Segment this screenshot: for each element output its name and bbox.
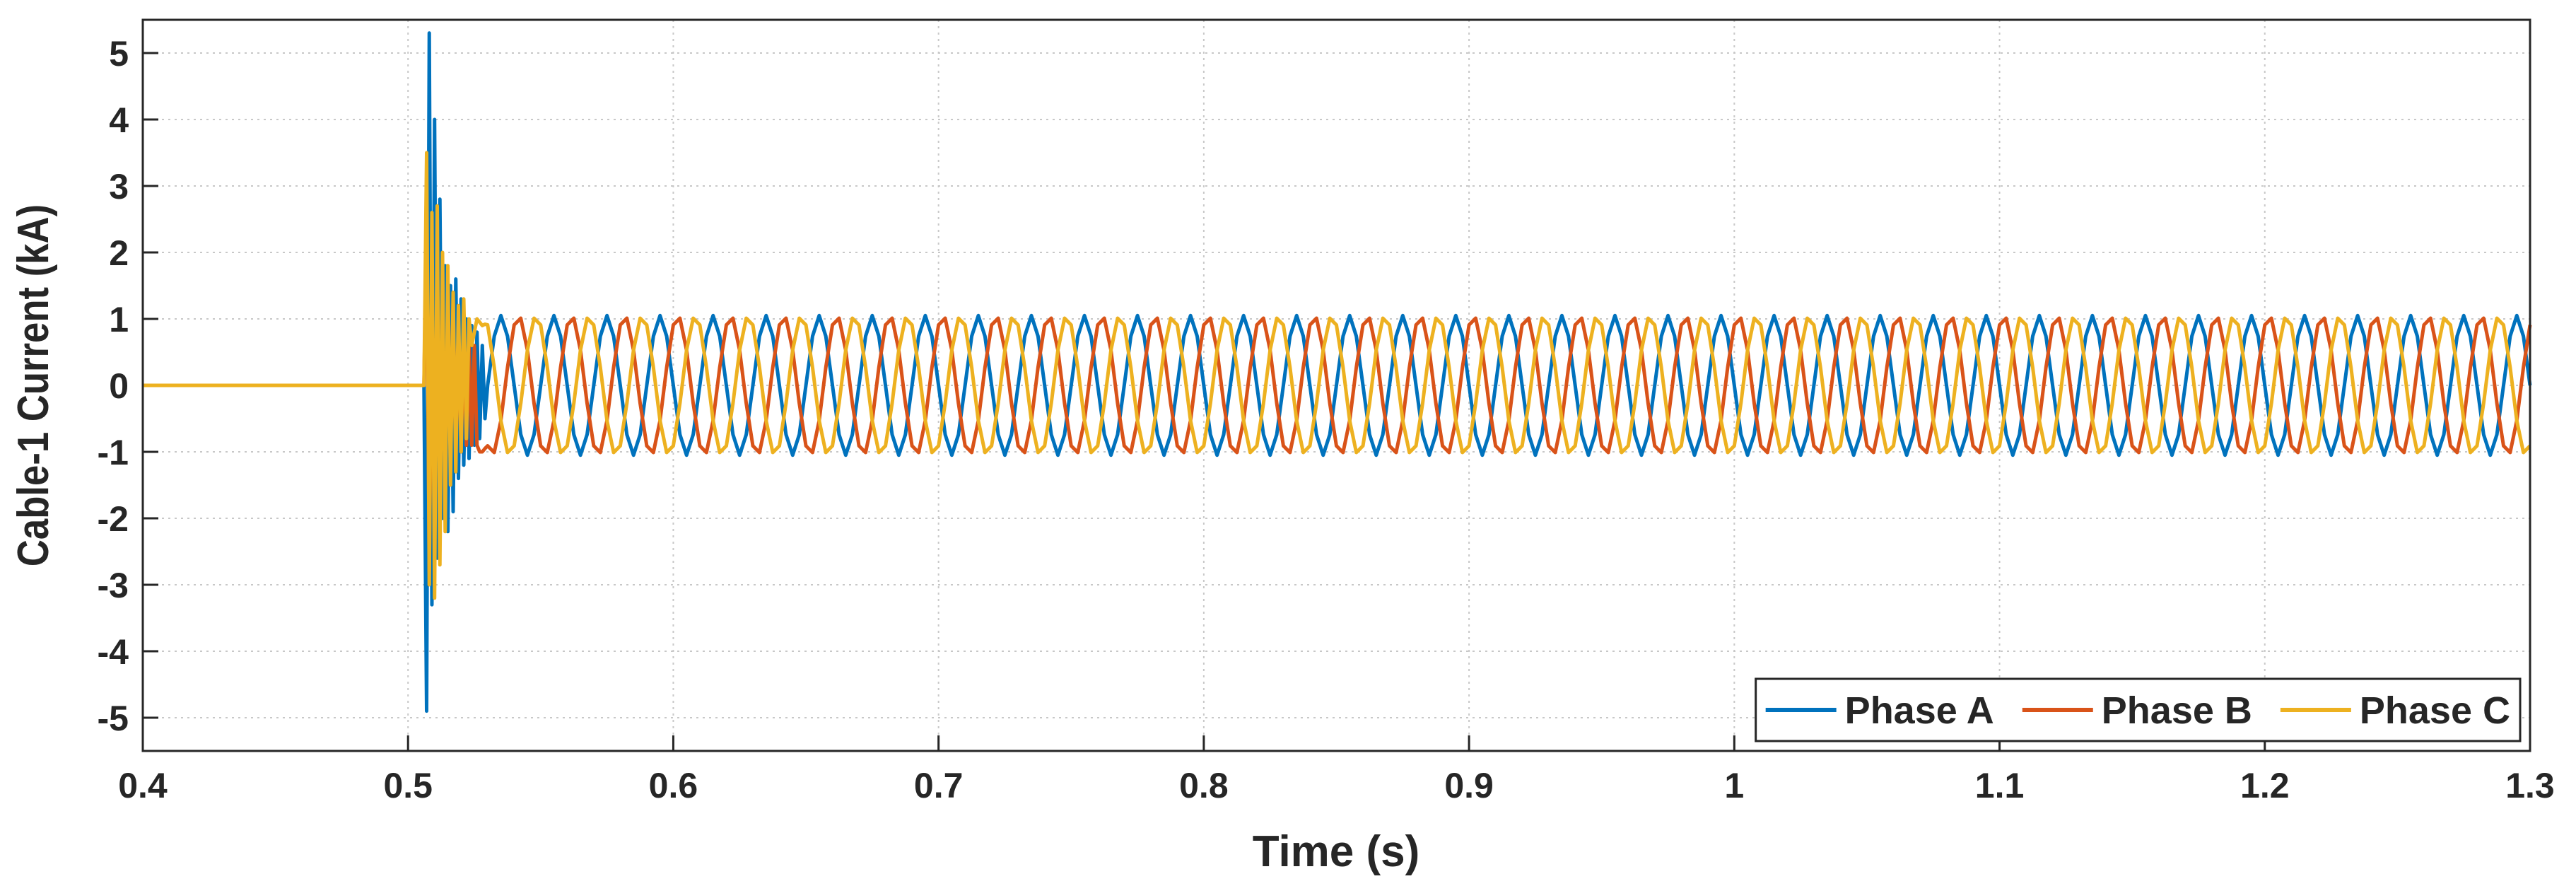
- legend-label: Phase C: [2360, 689, 2510, 732]
- y-tick-label: 4: [109, 100, 129, 140]
- y-tick-label: -4: [98, 632, 129, 672]
- y-axis-label: Cable-1 Current (kA): [9, 204, 58, 566]
- series-line: [143, 151, 2531, 600]
- x-tick-label: 0.5: [383, 766, 433, 805]
- y-tick-label: 3: [109, 167, 129, 206]
- legend-box: [1755, 677, 2522, 742]
- x-tick-label: 0.7: [914, 766, 964, 805]
- y-tick-label: 2: [109, 233, 129, 273]
- y-tick-label: -3: [98, 566, 129, 605]
- x-tick-label: 1.1: [1975, 766, 2025, 805]
- x-tick-label: 1: [1724, 766, 1744, 805]
- legend: Phase A Phase B Phase C: [1755, 677, 2522, 742]
- x-tick-label: 0.8: [1179, 766, 1229, 805]
- plot-border: [141, 18, 2531, 752]
- y-tick-label: -5: [98, 699, 129, 738]
- x-tick-label: 0.9: [1444, 766, 1494, 805]
- y-tick-label: 1: [109, 300, 129, 339]
- y-tick-label: -2: [98, 499, 129, 539]
- x-tick-label: 0.4: [118, 766, 168, 805]
- legend-label: Phase B: [2102, 689, 2252, 732]
- series-line: [143, 31, 2532, 713]
- y-tick-label: 5: [109, 34, 129, 74]
- y-tick-label: -1: [98, 433, 129, 472]
- x-axis-label: Time (s): [1253, 827, 1420, 876]
- legend-label: Phase A: [1845, 689, 1994, 732]
- y-tick-label: 0: [109, 366, 129, 406]
- x-tick-label: 1.2: [2240, 766, 2290, 805]
- x-tick-label: 0.6: [649, 766, 698, 805]
- series-line: [143, 217, 2532, 573]
- x-tick-label: 1.3: [2505, 766, 2555, 805]
